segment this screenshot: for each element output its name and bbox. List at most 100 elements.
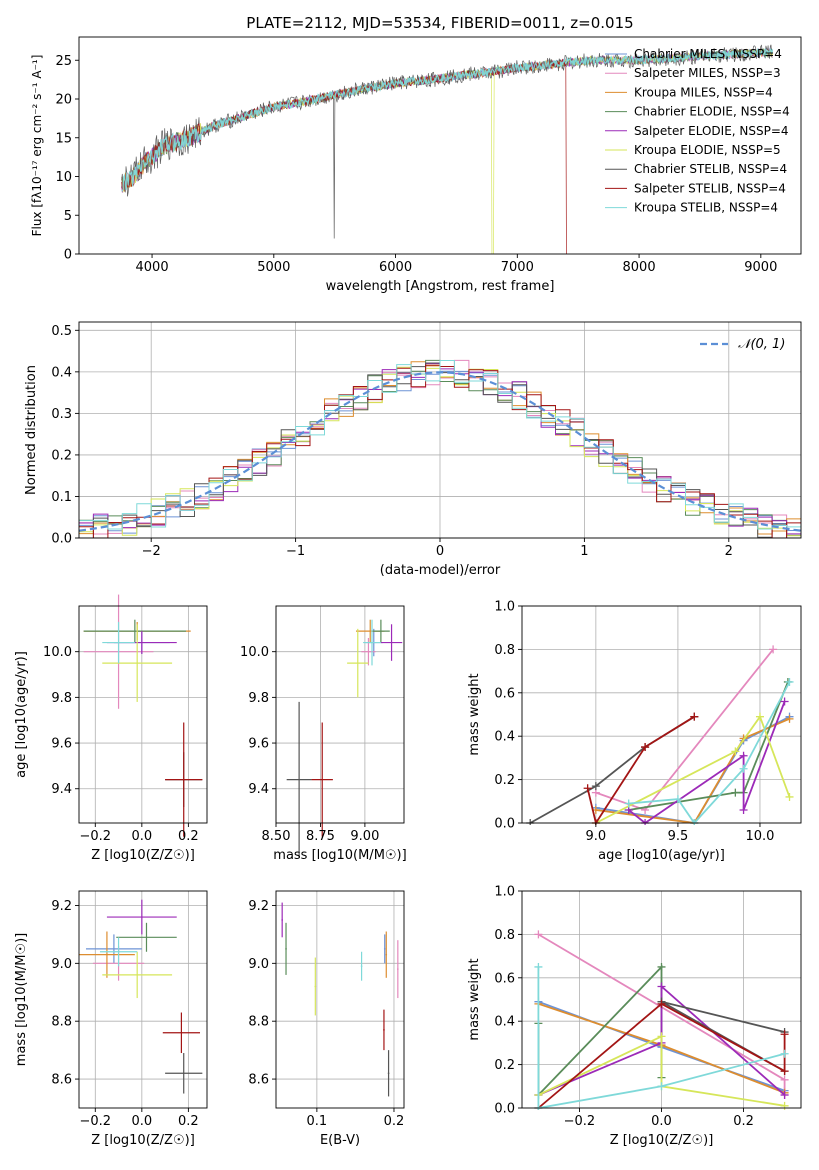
age-vs-Z-frame [78,605,208,824]
x-axis-label: mass [log10(M/M☉)] [273,848,406,863]
series-marker [731,747,740,756]
x-tick-label: 0.2 [733,1114,754,1129]
series-line [628,681,789,811]
mass-vs-Z-frame [78,890,208,1109]
age-vs-mass-frame [275,605,405,824]
legend-label-kroupa-miles: Kroupa MILES, NSSP=4 [634,85,773,99]
series-marker [641,743,650,752]
point-salpeter-elodie [106,899,177,935]
mass-vs-ebv-axes [276,891,404,1108]
point-kroupa-elodie [347,628,369,698]
y-tick-label: 0.6 [494,686,515,701]
point-kroupa-stelib [99,937,138,967]
legend-label-salpeter-elodie: Salpeter ELODIE, NSSP=4 [634,124,789,138]
series-marker [739,764,748,773]
series-marker [780,1049,789,1058]
y-axis-label: mass weight [467,673,482,755]
series-marker [780,1101,789,1110]
histograms [79,359,801,538]
series-marker [785,792,794,801]
residuals-axes [79,322,801,539]
x-tick-label: −0.2 [80,1114,112,1129]
series-salpeter-miles [591,645,778,814]
series-line [595,715,790,824]
series-marker [739,751,748,760]
series-marker [690,712,699,721]
x-tick-label: 0 [436,544,444,559]
y-tick-label: 0.0 [494,817,515,832]
x-tick-label: −0.2 [564,1114,596,1129]
y-tick-label: 0.8 [494,643,515,658]
y-tick-label: 1.0 [494,600,515,615]
point-kroupa-elodie [314,957,317,1016]
y-tick-label: 9.8 [248,691,269,706]
x-tick-label: 9.5 [668,829,689,844]
series-marker [780,1030,789,1039]
histogram-kroupa-stelib [79,360,801,530]
series-line [595,714,791,824]
series-line [538,1034,785,1107]
point-kroupa-miles [79,931,135,978]
series-marker [780,1067,789,1076]
series-marker [769,645,778,654]
y-tick-label: 0.2 [494,1058,515,1073]
series-marker [731,788,740,797]
y-tick-label: 9.0 [248,957,269,972]
point-kroupa-stelib [360,951,363,981]
series-marker [624,799,633,808]
spectrum-kroupa-stelib [121,48,774,192]
x-axis-label: Z [log10(Z/Z☉)] [91,1133,195,1148]
x-tick-label: 5000 [257,260,290,275]
legend-label-salpeter-miles: Salpeter MILES, NSSP=3 [634,66,781,80]
mass-vs-Z-points [79,899,203,1094]
series-marker [591,782,600,791]
x-tick-label: 1 [580,544,588,559]
y-tick-label: 9.6 [51,737,72,752]
series-marker [785,677,794,686]
series-salpeter-elodie [624,697,789,825]
age-vs-Z-axes [79,606,207,823]
x-axis-label: wavelength [Angstrom, rest frame] [326,279,555,294]
point-salpeter-stelib [311,722,333,837]
y-tick-label: 0.0 [494,1102,515,1117]
point-kroupa-elodie [102,624,173,702]
mass-vs-ebv-frame [275,890,405,1109]
series-line [586,715,695,825]
legend-label-kroupa-elodie: Kroupa ELODIE, NSSP=5 [634,143,781,157]
age-vs-mass-axes [275,606,404,823]
spectrum-frame [78,36,802,255]
point-kroupa-stelib [102,621,135,664]
x-tick-label: 7000 [501,260,534,275]
y-axis-label: age [log10(age/yr)] [14,651,29,778]
y-tick-label: 10.0 [43,645,72,660]
point-chabrier-miles [383,934,386,964]
point-salpeter-stelib [165,722,203,837]
y-tick-label: 10 [55,170,72,185]
x-tick-label: 0.0 [131,1114,152,1129]
y-tick-label: 0.4 [51,365,72,380]
series-chabrier-elodie [624,677,792,814]
y-tick-label: 0.5 [51,324,72,339]
x-tick-label: 0.2 [178,829,199,844]
y-tick-label: 5 [64,209,72,224]
series-marker [780,1090,789,1099]
point-chabrier-elodie [83,619,187,643]
series-marker [673,795,682,804]
y-tick-label: 8.6 [248,1073,269,1088]
mass-vs-ebv-points [281,902,399,1097]
x-tick-label: 8.75 [306,829,335,844]
point-salpeter-stelib [162,1012,201,1054]
legend-label-chabrier-miles: Chabrier MILES, NSSP=4 [634,47,782,61]
x-tick-label: 9000 [744,260,777,275]
y-tick-label: 9.2 [51,899,72,914]
series-chabrier-elodie [534,962,666,1099]
y-tick-label: 25 [55,54,72,69]
y-tick-label: 9.8 [51,691,72,706]
y-tick-label: 10.0 [240,645,269,660]
series-marker [657,1032,666,1041]
x-tick-label: 0.1 [307,1114,328,1129]
y-axis-label: mass [log10(M/M☉)] [14,933,29,1066]
series-marker [534,962,543,971]
point-salpeter-elodie [281,902,283,938]
